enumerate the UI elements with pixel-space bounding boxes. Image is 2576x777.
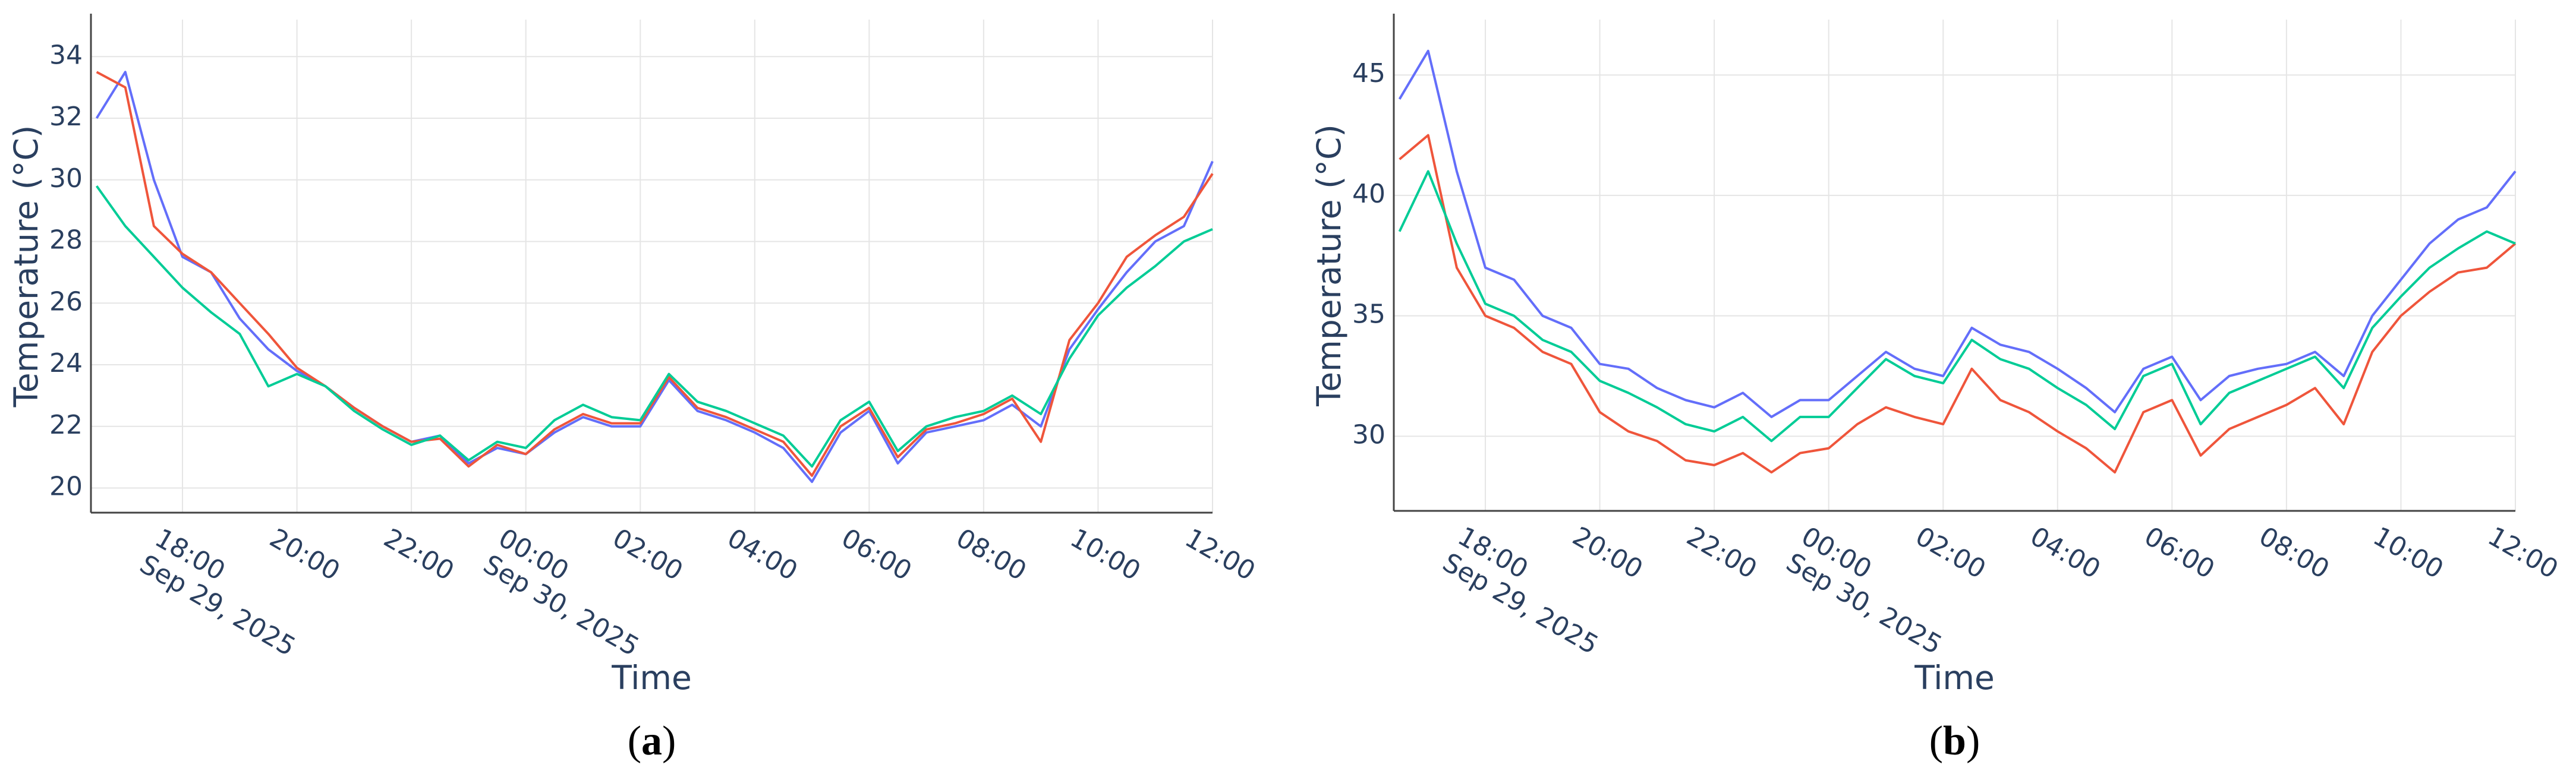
x-axis-title: Time <box>1914 659 1995 697</box>
y-tick-label: 20 <box>49 472 83 502</box>
y-tick-label: 28 <box>49 225 83 255</box>
series-line <box>96 71 1214 477</box>
y-tick-label: 34 <box>49 40 83 70</box>
series-line <box>95 185 1213 468</box>
y-tick-label: 32 <box>49 102 83 132</box>
series-line <box>1398 49 2517 418</box>
y-tick-label: 26 <box>49 286 83 317</box>
y-tick-label: 45 <box>1352 58 1385 89</box>
caption: (b) <box>1929 718 1980 764</box>
series-line <box>1399 134 2517 474</box>
y-tick-label: 24 <box>49 348 83 378</box>
series-line <box>95 71 1214 484</box>
y-axis-title: Temperature (°C) <box>7 125 45 408</box>
series-line <box>1398 170 2516 443</box>
y-tick-label: 40 <box>1352 179 1385 209</box>
y-tick-label: 35 <box>1352 299 1385 330</box>
y-tick-label: 30 <box>1352 419 1385 450</box>
caption: (a) <box>628 718 676 764</box>
y-tick-label: 22 <box>49 410 83 440</box>
x-axis-title: Time <box>611 659 692 697</box>
y-axis-title: Temperature (°C) <box>1310 124 1348 407</box>
y-tick-label: 30 <box>49 163 83 194</box>
